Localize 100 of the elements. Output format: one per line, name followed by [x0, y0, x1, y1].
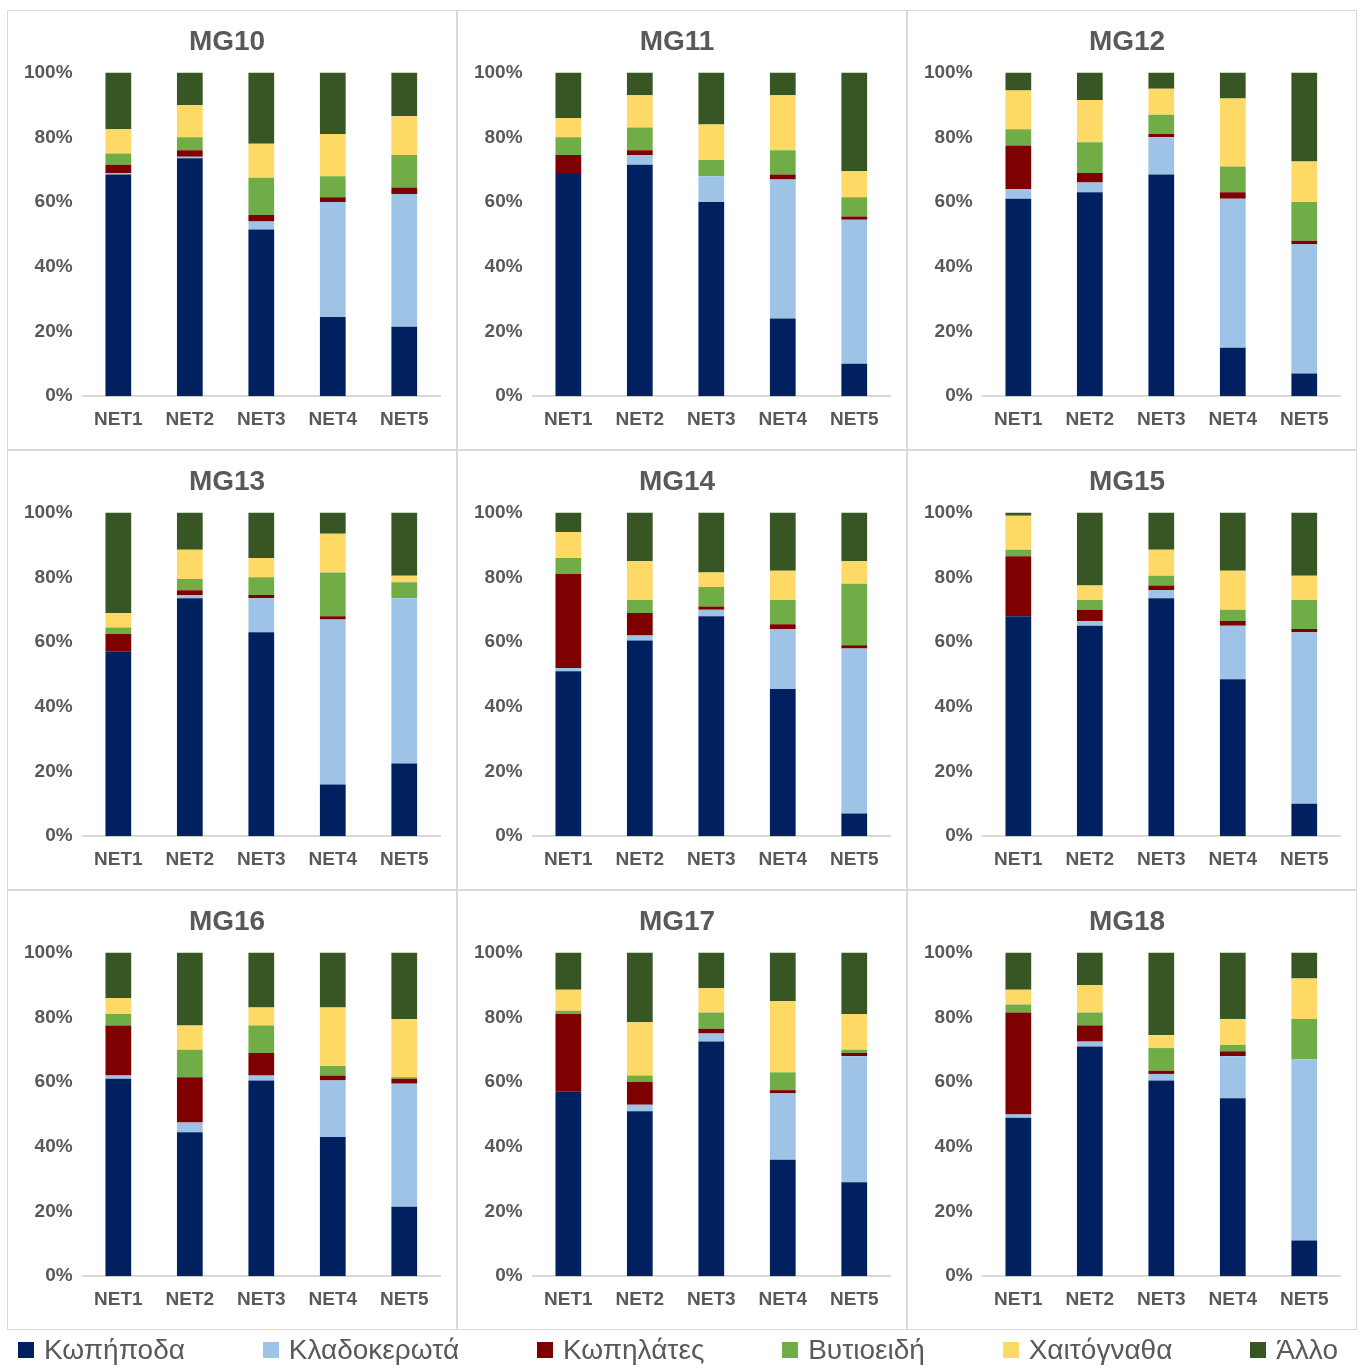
bar	[319, 1065, 346, 1076]
bar	[391, 116, 418, 156]
bar	[698, 616, 725, 837]
bar	[1219, 1051, 1246, 1057]
bar	[626, 561, 653, 600]
bar	[1219, 1098, 1246, 1277]
bar	[769, 1001, 796, 1073]
y-tick-label: 100%	[473, 60, 523, 82]
x-tick-label: NET2	[615, 847, 665, 869]
bar	[1148, 590, 1175, 599]
bar	[626, 72, 653, 96]
bar	[319, 1080, 346, 1138]
bar	[1005, 1004, 1032, 1013]
bar	[319, 784, 346, 837]
bar	[248, 595, 275, 599]
bar	[555, 1010, 582, 1015]
legend-label: Άλλο	[1276, 1334, 1338, 1366]
bar	[1148, 598, 1175, 837]
bar	[1005, 189, 1032, 199]
bar	[769, 1090, 796, 1094]
bar	[1219, 679, 1246, 837]
y-tick-label: 60%	[484, 1070, 523, 1092]
bar	[1076, 625, 1103, 837]
bar	[1291, 244, 1318, 374]
y-tick-label: 20%	[484, 319, 523, 341]
bar	[1291, 1018, 1318, 1060]
chart-title: MG16	[188, 904, 266, 936]
bar	[841, 219, 868, 364]
chart-title: MG15	[1088, 464, 1166, 496]
x-tick-label: NET5	[379, 1287, 429, 1309]
y-tick-label: 100%	[923, 60, 973, 82]
bar	[769, 1093, 796, 1160]
y-tick-label: 80%	[484, 125, 523, 147]
bar	[841, 1049, 868, 1053]
bar	[1219, 609, 1246, 622]
y-tick-label: 20%	[34, 759, 73, 781]
y-tick-label: 100%	[23, 60, 73, 82]
bar	[555, 557, 582, 575]
bar	[555, 137, 582, 156]
bar	[841, 1014, 868, 1050]
bar	[176, 578, 203, 591]
x-tick-label: NET2	[615, 407, 665, 429]
bar	[105, 952, 132, 998]
legend-label: Κωπηλάτες	[562, 1334, 705, 1366]
bar	[1005, 952, 1032, 990]
bar	[1076, 1025, 1103, 1042]
bar	[319, 572, 346, 617]
bar	[555, 671, 582, 837]
bar	[248, 221, 275, 230]
bar	[248, 512, 275, 558]
bar	[105, 153, 132, 165]
bar	[1076, 1046, 1103, 1277]
chart-title: MG13	[188, 464, 266, 496]
bar	[319, 1137, 346, 1277]
bar	[1148, 72, 1175, 89]
bar	[1148, 88, 1175, 115]
y-tick-label: 80%	[34, 125, 73, 147]
bar	[319, 512, 346, 534]
x-tick-label: NET5	[1279, 847, 1329, 869]
bar	[391, 1018, 418, 1078]
bar	[1291, 629, 1318, 633]
bar	[1005, 989, 1032, 1005]
bar	[698, 572, 725, 588]
y-tick-label: 80%	[484, 565, 523, 587]
bar	[841, 648, 868, 814]
x-tick-label: NET3	[1137, 847, 1186, 869]
y-tick-label: 0%	[45, 384, 73, 406]
bar	[1005, 1117, 1032, 1277]
chart-title: MG11	[639, 24, 715, 56]
bar	[1076, 192, 1103, 397]
y-tick-label: 60%	[34, 1070, 73, 1092]
y-tick-label: 20%	[484, 759, 523, 781]
x-tick-label: NET1	[994, 407, 1044, 429]
x-tick-label: NET4	[1208, 407, 1258, 429]
bar	[769, 570, 796, 600]
bar	[698, 952, 725, 989]
bar	[319, 533, 346, 573]
bar	[105, 164, 132, 173]
x-tick-label: NET2	[1065, 847, 1115, 869]
bar	[698, 988, 725, 1013]
bar	[1219, 1044, 1246, 1052]
y-tick-label: 0%	[945, 824, 973, 846]
bar	[841, 171, 868, 198]
bar	[1076, 1012, 1103, 1026]
bar	[1148, 1035, 1175, 1049]
bar	[1005, 1012, 1032, 1115]
bar	[698, 159, 725, 177]
bar	[626, 599, 653, 613]
bar	[555, 1091, 582, 1277]
bar	[626, 1075, 653, 1083]
bar	[626, 512, 653, 562]
bar	[1076, 142, 1103, 173]
bar	[248, 229, 275, 397]
bar	[1005, 1114, 1032, 1118]
bar	[248, 632, 275, 837]
bar	[1076, 182, 1103, 193]
bar	[319, 952, 346, 1008]
bar	[769, 624, 796, 630]
y-tick-label: 0%	[495, 824, 523, 846]
legend-label: Κλαδοκερωτά	[288, 1334, 460, 1366]
